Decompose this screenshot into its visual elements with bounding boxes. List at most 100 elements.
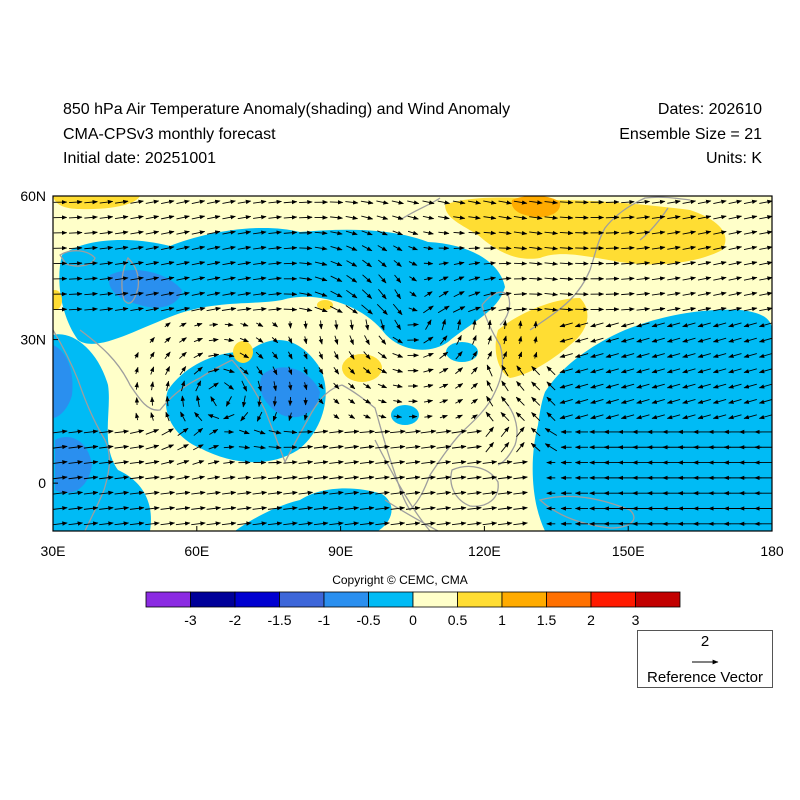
wind-arrow bbox=[314, 261, 328, 266]
wind-arrow bbox=[221, 506, 237, 511]
wind-arrow bbox=[298, 429, 314, 435]
wind-arrow bbox=[407, 215, 419, 220]
wind-arrow bbox=[421, 460, 436, 465]
wind-arrow bbox=[252, 506, 268, 511]
reference-vector-arrow bbox=[692, 659, 719, 665]
wind-arrow bbox=[390, 444, 406, 450]
wind-arrow bbox=[423, 246, 434, 251]
wind-arrow bbox=[303, 336, 308, 345]
wind-arrow bbox=[288, 381, 293, 391]
wind-arrow bbox=[299, 292, 313, 297]
wind-arrow bbox=[467, 490, 482, 496]
wind-arrow bbox=[288, 397, 293, 407]
wind-arrow bbox=[546, 366, 556, 376]
wind-arrow bbox=[314, 291, 328, 297]
wind-arrow bbox=[68, 521, 84, 526]
wind-arrow bbox=[728, 245, 743, 250]
wind-arrow bbox=[241, 380, 248, 392]
wind-arrow bbox=[559, 322, 573, 328]
wind-arrow bbox=[485, 411, 494, 422]
wind-arrow bbox=[237, 521, 252, 526]
wind-arrow bbox=[237, 245, 252, 251]
wind-arrow bbox=[759, 230, 772, 235]
wind-arrow bbox=[392, 336, 403, 344]
wind-arrow bbox=[697, 383, 711, 389]
wind-arrow bbox=[376, 303, 388, 315]
wind-arrow bbox=[515, 396, 525, 406]
wind-arrow bbox=[590, 337, 604, 343]
wind-arrow bbox=[239, 337, 249, 343]
shade-negative-pacific bbox=[532, 309, 772, 531]
wind-arrow bbox=[149, 351, 155, 359]
wind-arrow bbox=[99, 475, 114, 480]
wind-arrow bbox=[636, 353, 650, 358]
wind-arrow bbox=[207, 368, 220, 373]
wind-arrow bbox=[84, 215, 98, 220]
wind-arrow bbox=[529, 246, 543, 251]
wind-arrow bbox=[482, 490, 498, 496]
wind-arrow bbox=[362, 259, 372, 268]
wind-arrow bbox=[149, 381, 155, 391]
shade-positive-small bbox=[317, 300, 333, 310]
wind-arrow bbox=[161, 444, 175, 451]
wind-arrow bbox=[303, 351, 308, 360]
wind-arrow bbox=[529, 200, 543, 205]
wind-arrow bbox=[472, 335, 477, 345]
wind-arrow bbox=[513, 215, 528, 220]
wind-arrow bbox=[176, 460, 190, 465]
wind-arrow bbox=[99, 230, 114, 235]
wind-arrow bbox=[359, 429, 375, 434]
wind-arrow bbox=[620, 414, 635, 420]
wind-arrow bbox=[500, 426, 510, 438]
wind-arrow bbox=[161, 428, 174, 436]
wind-arrow bbox=[574, 414, 589, 420]
wind-arrow bbox=[620, 383, 635, 389]
wind-arrow bbox=[114, 429, 130, 434]
reference-vector-label: Reference Vector bbox=[647, 669, 763, 686]
wind-arrow bbox=[439, 367, 449, 374]
wind-arrow bbox=[313, 521, 329, 526]
wind-arrow bbox=[743, 230, 758, 235]
wind-arrow bbox=[605, 291, 620, 297]
wind-arrow bbox=[348, 398, 356, 404]
wind-arrow bbox=[605, 230, 620, 235]
y-tick-label: 30N bbox=[20, 332, 46, 348]
wind-arrow bbox=[574, 337, 589, 343]
wind-arrow bbox=[697, 215, 712, 220]
wind-arrow bbox=[455, 367, 464, 375]
wind-arrow bbox=[83, 460, 99, 465]
wind-arrow bbox=[439, 399, 449, 404]
colorbar-swatch bbox=[145, 591, 191, 608]
wind-arrow bbox=[114, 460, 130, 465]
wind-arrow bbox=[348, 367, 356, 375]
wind-arrow bbox=[682, 245, 697, 250]
wind-arrow bbox=[377, 230, 388, 236]
wind-arrow bbox=[283, 490, 298, 496]
wind-arrow bbox=[621, 230, 635, 235]
reference-vector-box: 2 Reference Vector bbox=[637, 630, 773, 688]
wind-arrow bbox=[513, 200, 528, 205]
wind-arrow bbox=[207, 199, 221, 204]
wind-arrow bbox=[209, 322, 219, 327]
wind-arrow bbox=[712, 353, 727, 358]
wind-arrow bbox=[180, 395, 185, 407]
wind-arrow bbox=[283, 199, 298, 205]
wind-arrow bbox=[329, 444, 344, 450]
colorbar-label: -2 bbox=[229, 612, 242, 628]
y-tick-label: 60N bbox=[20, 188, 46, 204]
wind-arrow bbox=[345, 200, 359, 205]
wind-arrow bbox=[394, 274, 402, 284]
wind-arrow bbox=[145, 276, 160, 281]
wind-arrow bbox=[483, 276, 497, 281]
wind-arrow bbox=[453, 230, 466, 236]
wind-arrow bbox=[636, 322, 650, 328]
wind-arrow bbox=[53, 429, 68, 434]
wind-arrow bbox=[130, 261, 144, 266]
copyright-text: Copyright © CEMC, CMA bbox=[332, 573, 468, 587]
wind-arrow bbox=[487, 350, 493, 360]
wind-arrow bbox=[468, 215, 481, 220]
wind-arrow bbox=[482, 521, 498, 526]
wind-arrow bbox=[651, 261, 666, 266]
wind-arrow bbox=[193, 352, 204, 359]
wind-arrow bbox=[394, 289, 401, 300]
